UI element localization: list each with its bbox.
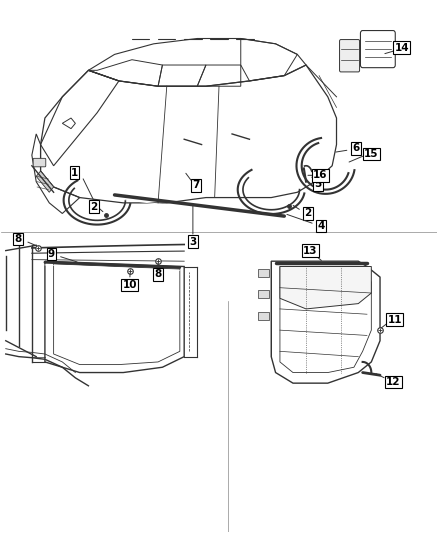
- Bar: [258, 290, 269, 298]
- Text: 9: 9: [48, 249, 55, 259]
- Text: 16: 16: [313, 171, 328, 180]
- FancyBboxPatch shape: [33, 158, 46, 167]
- Text: 4: 4: [318, 221, 325, 231]
- Bar: [258, 269, 269, 277]
- Polygon shape: [36, 171, 53, 192]
- Text: 8: 8: [155, 270, 162, 279]
- FancyBboxPatch shape: [339, 39, 360, 72]
- Text: 10: 10: [123, 280, 137, 290]
- Text: 2: 2: [304, 208, 312, 219]
- Text: 6: 6: [353, 143, 360, 154]
- Text: 13: 13: [303, 246, 318, 256]
- Text: 15: 15: [364, 149, 378, 159]
- Text: 11: 11: [388, 314, 402, 325]
- Text: 2: 2: [91, 201, 98, 212]
- Text: 12: 12: [386, 377, 400, 387]
- Text: 1: 1: [71, 168, 78, 177]
- Bar: [258, 312, 269, 319]
- FancyBboxPatch shape: [360, 30, 395, 68]
- Text: 5: 5: [314, 179, 322, 189]
- Text: 14: 14: [395, 43, 409, 53]
- Text: 7: 7: [193, 180, 200, 190]
- Polygon shape: [280, 266, 371, 309]
- Text: 3: 3: [189, 237, 197, 247]
- Text: 8: 8: [14, 234, 21, 244]
